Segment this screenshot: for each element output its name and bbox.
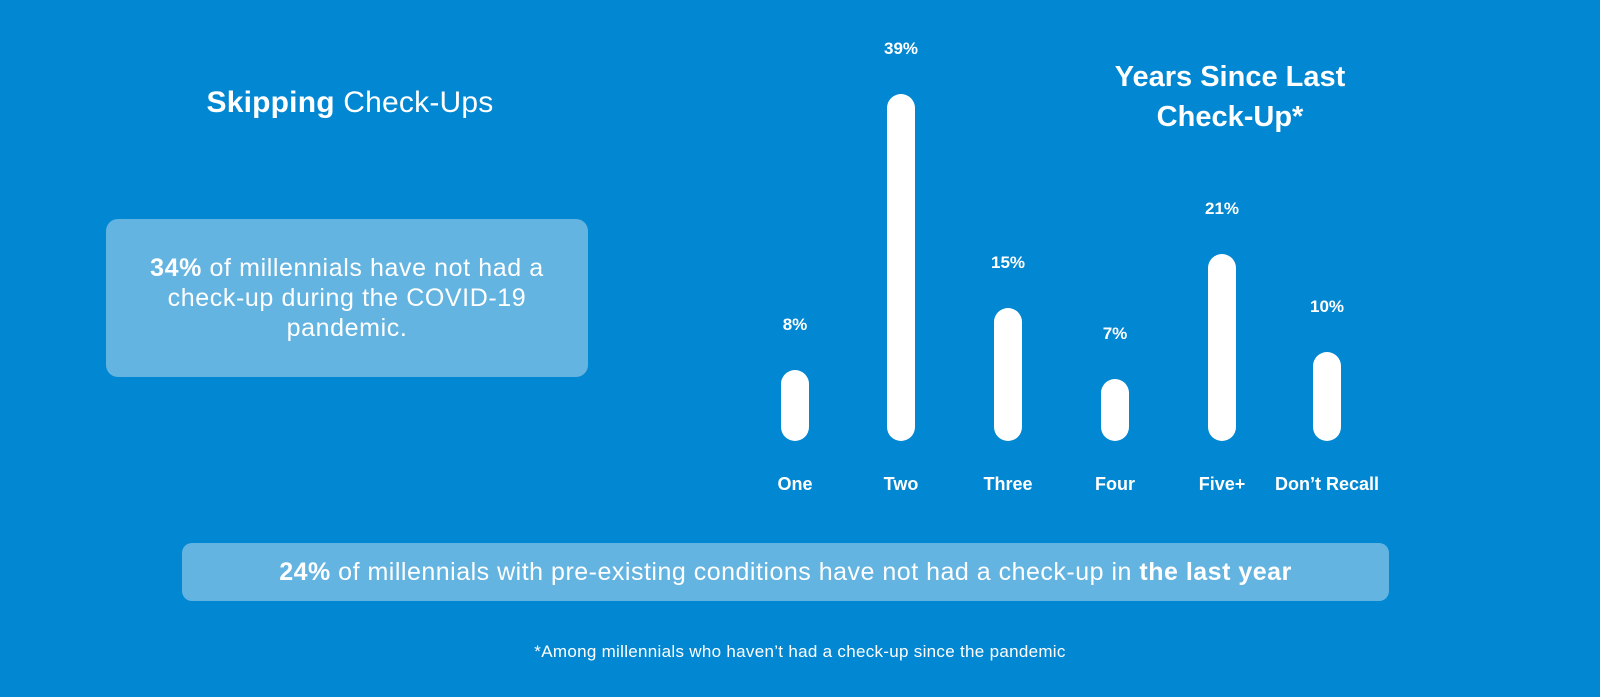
section-title: Skipping Check-Ups: [150, 86, 550, 120]
section-title-regular: Check-Ups: [334, 86, 494, 119]
bar-4: [1208, 254, 1236, 441]
bar-5: [1313, 352, 1341, 441]
bar-category-label: Three: [983, 474, 1033, 494]
chart-title: Years Since Last Check-Up*: [1114, 61, 1346, 133]
bar-value-label: 10%: [1309, 297, 1345, 317]
stat-callout-text: 34% of millennials have not had a check-…: [132, 253, 562, 343]
bar-value-label: 15%: [990, 252, 1026, 272]
bar-3: [1101, 378, 1129, 441]
stat-banner-body: of millennials with pre-existing conditi…: [330, 557, 1140, 586]
footnote: *Among millennials who haven’t had a che…: [534, 642, 1066, 661]
bar-value-label: 8%: [782, 314, 808, 334]
bar-category-label: Two: [883, 474, 919, 494]
bar-category-label: Five+: [1198, 474, 1246, 494]
bar-value-label: 21%: [1204, 199, 1240, 219]
stat-banner-emphasis: the last year: [1139, 557, 1292, 586]
bar-0: [781, 369, 809, 441]
bar-category-label: Four: [1095, 474, 1135, 494]
bar-2: [994, 307, 1022, 441]
stat-banner-percent: 24%: [279, 557, 331, 586]
stat-banner-text: 24% of millennials with pre-existing con…: [279, 558, 1292, 587]
bar-category-label: One: [777, 474, 813, 494]
stat-banner: 24% of millennials with pre-existing con…: [182, 543, 1389, 601]
bar-1: [887, 94, 915, 441]
stat-callout-body: of millennials have not had a check-up d…: [167, 254, 544, 342]
section-title-bold: Skipping: [206, 86, 335, 119]
bar-value-label: 7%: [1102, 323, 1128, 343]
bar-category-label: Don’t Recall: [1274, 474, 1380, 494]
stat-callout-percent: 34%: [150, 254, 202, 282]
bar-value-label: 39%: [883, 39, 919, 58]
stat-callout-box: 34% of millennials have not had a check-…: [106, 219, 588, 377]
